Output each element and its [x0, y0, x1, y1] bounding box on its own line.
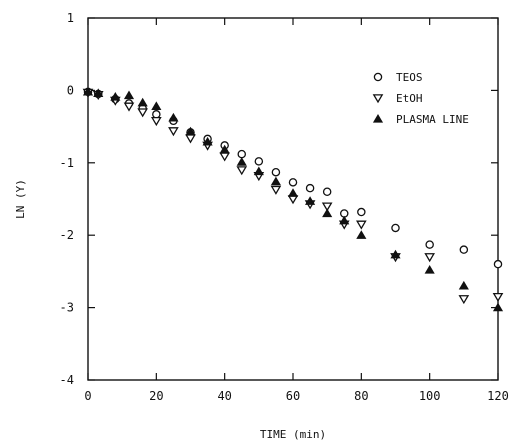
teos-point [271, 167, 281, 177]
plasma-line-point [219, 144, 230, 154]
legend-etoh-marker [372, 94, 384, 104]
plasma-line-point [123, 90, 135, 100]
x-tick-label: 40 [217, 389, 231, 403]
plasma-line-point [236, 157, 247, 166]
plasma-line-point [110, 91, 121, 101]
y-tick-label: -2 [60, 228, 74, 242]
plasma-line-point [168, 112, 179, 122]
legend-plasma-line-marker [372, 114, 384, 123]
y-tick-label: -1 [60, 156, 74, 170]
teos-point [237, 149, 246, 159]
legend-plasma-line-label: PLASMA LINE [396, 113, 469, 126]
x-tick-label: 20 [149, 389, 163, 403]
etoh-point [355, 220, 367, 230]
plasma-line-point [356, 230, 367, 239]
plasma-line-point [390, 249, 401, 259]
data-points [82, 86, 504, 312]
teos-point [357, 207, 366, 217]
plasma-line-point [253, 166, 264, 176]
teos-point [254, 157, 264, 166]
teos-point [152, 110, 161, 119]
etoh-point [236, 166, 248, 176]
x-tick-label: 100 [419, 389, 441, 403]
x-tick-label: 60 [286, 389, 300, 403]
legend-teos-marker [373, 72, 383, 82]
plasma-line-point [82, 86, 94, 96]
etoh-point [458, 295, 470, 305]
teos-point [305, 183, 315, 193]
teos-point [391, 223, 400, 233]
x-tick-label: 120 [487, 389, 509, 403]
x-tick-label: 0 [84, 389, 91, 403]
plasma-line-point [185, 126, 196, 136]
plasma-line-point [322, 208, 333, 218]
etoh-point [270, 185, 282, 195]
y-tick-label: -3 [60, 301, 74, 315]
plasma-line-point [492, 302, 504, 312]
etoh-point [424, 253, 436, 263]
teos-point [288, 178, 298, 187]
legend-etoh-label: EtOH [396, 92, 423, 105]
etoh-point [137, 108, 149, 118]
axes: 0 20 40 60 80 100 120 1 0 -1 -2 -3 -4 [60, 11, 509, 403]
y-axis-title: LN (Y) [14, 179, 27, 219]
etoh-point [492, 292, 504, 303]
x-axis-title: TIME (min) [260, 428, 326, 441]
etoh-point [321, 202, 333, 212]
legend-teos-label: TEOS [396, 71, 423, 84]
plasma-line-point [93, 88, 104, 97]
etoh-point [168, 127, 179, 137]
teos-point [493, 259, 503, 269]
y-tick-label: 0 [67, 83, 74, 97]
etoh-point [150, 117, 162, 127]
plasma-line-point [424, 264, 435, 274]
plasma-line-point [137, 97, 148, 107]
teos-point [425, 240, 434, 249]
plasma-line-point [202, 136, 213, 146]
y-tick-label: 1 [67, 11, 74, 25]
plasma-line-point [305, 196, 316, 205]
plasma-line-point [270, 176, 281, 186]
x-tick-label: 80 [354, 389, 368, 403]
teos-point [459, 245, 469, 254]
plasma-line-point [287, 188, 299, 197]
plasma-line-point [151, 101, 162, 110]
plasma-line-point [339, 215, 350, 225]
y-tick-label: -4 [60, 373, 74, 387]
plasma-line-point [458, 280, 469, 290]
teos-point [322, 187, 332, 197]
legend: TEOS EtOH PLASMA LINE [372, 71, 469, 126]
etoh-point [123, 102, 135, 112]
